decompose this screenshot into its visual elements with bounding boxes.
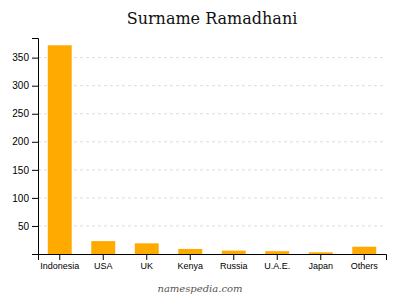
bar: [222, 251, 246, 254]
y-tick-mark: [32, 58, 38, 59]
x-tick-label: Kenya: [177, 261, 203, 271]
x-tick-mark: [320, 254, 321, 260]
y-tick-mark: [32, 226, 38, 227]
x-axis: Indonesia USA UK Kenya Russia U.A.E. Japan Othe…: [39, 254, 387, 271]
y-tick-label: 250: [12, 108, 29, 119]
grid-line: [38, 197, 386, 198]
x-tick: Others: [351, 254, 379, 271]
y-tick-label: 100: [12, 193, 29, 204]
bar: [178, 249, 202, 254]
y-tick-mark: [32, 114, 38, 115]
y-axis: 50 100 150 200 250 300 350: [12, 39, 38, 255]
y-tick: 50: [18, 221, 38, 232]
bar: [135, 243, 159, 254]
y-tick-mark: [32, 142, 38, 143]
y-axis-line: [32, 39, 39, 255]
y-tick-mark: [32, 86, 38, 87]
y-tick-label: 350: [12, 52, 29, 63]
x-tick-label: Japan: [308, 261, 333, 271]
y-tick: 350: [12, 52, 38, 63]
grid-line: [38, 57, 386, 58]
y-tick-mark: [32, 198, 38, 199]
x-tick-mark: [277, 254, 278, 260]
x-tick: Japan: [308, 254, 333, 271]
y-tick: 200: [12, 136, 38, 147]
grid: [38, 58, 386, 226]
x-tick-label: Indonesia: [40, 261, 79, 271]
x-tick-mark: [364, 254, 365, 260]
grid-line: [38, 225, 386, 226]
x-tick-label: Others: [351, 261, 379, 271]
footer: namespedia.com: [157, 283, 242, 294]
bars: [48, 45, 376, 254]
x-tick: UK: [140, 254, 153, 271]
bar: [48, 45, 72, 254]
x-tick-mark: [233, 254, 234, 260]
x-tick: USA: [94, 254, 113, 271]
x-tick: Russia: [220, 254, 248, 271]
x-tick: U.A.E.: [264, 254, 290, 271]
y-tick: 250: [12, 108, 38, 119]
x-tick-label: U.A.E.: [264, 261, 290, 271]
grid-line: [38, 113, 386, 114]
plot: 50 100 150 200 250 300 350 Indonesia USA UK Kenya R…: [12, 39, 386, 272]
x-tick-label: USA: [94, 261, 113, 271]
x-tick: Kenya: [177, 254, 203, 271]
bar: [91, 241, 115, 254]
x-tick-mark: [59, 254, 60, 260]
x-tick-mark: [146, 254, 147, 260]
grid-line: [38, 169, 386, 170]
y-tick-label: 150: [12, 165, 29, 176]
y-tick-label: 50: [18, 221, 30, 232]
x-tick-label: Russia: [220, 261, 248, 271]
bar: [265, 251, 289, 254]
bar: [352, 247, 376, 254]
y-tick: 100: [12, 193, 38, 204]
x-tick-label: UK: [140, 261, 153, 271]
x-axis-line: [39, 255, 387, 261]
y-tick: 150: [12, 165, 38, 176]
x-tick-mark: [190, 254, 191, 260]
grid-line: [38, 141, 386, 142]
title: Surname Ramadhani: [127, 9, 298, 28]
y-tick-label: 200: [12, 136, 29, 147]
y-tick-mark: [32, 170, 38, 171]
chart: 50 100 150 200 250 300 350 Indonesia USA UK Kenya R…: [0, 0, 400, 300]
x-tick: Indonesia: [40, 254, 79, 271]
y-tick: 300: [12, 80, 38, 91]
x-tick-mark: [103, 254, 104, 260]
bar: [309, 252, 333, 254]
grid-line: [38, 85, 386, 86]
y-tick-label: 300: [12, 80, 29, 91]
